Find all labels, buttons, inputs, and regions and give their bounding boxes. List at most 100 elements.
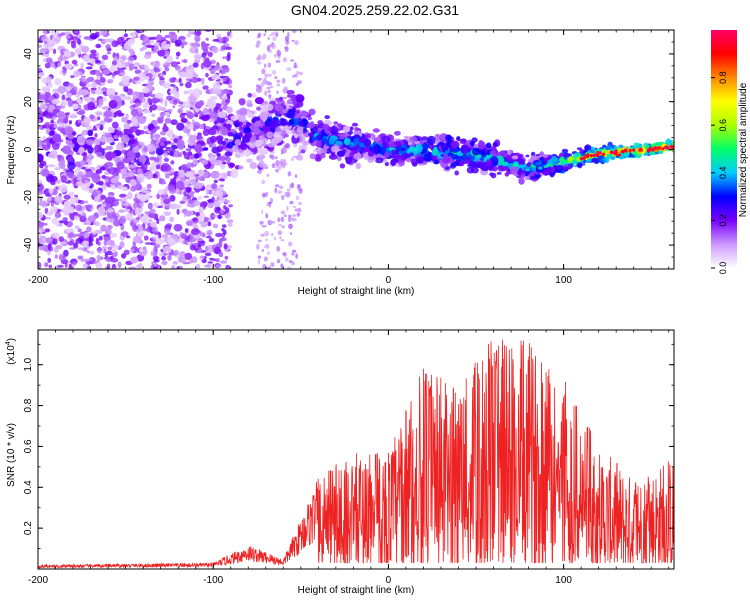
- heatmap-cell: [146, 183, 152, 190]
- heatmap-cell: [191, 228, 200, 236]
- heatmap-cell: [211, 146, 220, 154]
- heatmap-cell: [183, 58, 188, 64]
- heatmap-cell: [111, 40, 119, 48]
- heatmap-cell: [163, 111, 171, 116]
- heatmap-cell: [86, 124, 92, 130]
- heatmap-cell: [119, 241, 125, 249]
- heatmap-cell: [185, 210, 192, 217]
- heatmap-cell: [88, 235, 93, 243]
- heatmap-cell: [343, 137, 351, 146]
- heatmap-cell: [456, 136, 461, 142]
- heatmap-cell: [77, 228, 82, 233]
- heatmap-cell: [286, 205, 289, 211]
- heatmap-cell: [151, 113, 156, 118]
- heatmap-cell: [194, 58, 201, 64]
- heatmap-cell: [38, 244, 46, 251]
- heatmap-cell: [165, 231, 172, 236]
- heatmap-cell: [209, 95, 218, 101]
- heatmap-cell: [189, 193, 194, 198]
- heatmap-cell: [470, 167, 479, 174]
- heatmap-cell: [105, 145, 113, 151]
- heatmap-cell: [212, 82, 221, 90]
- heatmap-cell: [128, 266, 137, 269]
- heatmap-cell: [166, 108, 173, 112]
- heatmap-cell: [106, 208, 114, 213]
- heatmap-cell: [173, 249, 180, 255]
- heatmap-cell: [56, 224, 63, 227]
- y-tick-label: 20: [23, 96, 34, 108]
- heatmap-cell: [230, 115, 239, 121]
- heatmap-cell: [80, 62, 84, 70]
- heatmap-cell: [136, 173, 145, 183]
- heatmap-cell: [149, 208, 156, 214]
- heatmap-cell: [100, 194, 107, 200]
- heatmap-cell: [232, 145, 239, 153]
- heatmap-cell: [45, 76, 53, 82]
- heatmap-cell: [273, 137, 282, 144]
- heatmap-cell: [242, 134, 251, 143]
- heatmap-cell: [275, 184, 280, 188]
- heatmap-cell: [101, 175, 107, 179]
- heatmap-cell: [227, 31, 231, 37]
- heatmap-cell: [264, 63, 267, 69]
- heatmap-cell: [44, 216, 52, 220]
- heatmap-cell: [80, 75, 86, 78]
- heatmap-cell: [133, 76, 140, 81]
- heatmap-cell: [175, 180, 185, 190]
- heatmap-cell: [256, 40, 261, 45]
- heatmap-cell: [169, 151, 174, 157]
- heatmap-cell: [657, 146, 661, 150]
- heatmap-cell: [296, 126, 304, 134]
- heatmap-cell: [191, 218, 198, 222]
- heatmap-cell: [66, 227, 73, 234]
- heatmap-cell: [290, 94, 298, 102]
- heatmap-cell: [226, 219, 234, 224]
- heatmap-cell: [408, 152, 414, 157]
- heatmap-cell: [159, 77, 165, 80]
- heatmap-cell: [467, 168, 472, 174]
- heatmap-cell: [128, 164, 136, 169]
- heatmap-cell: [41, 86, 50, 93]
- heatmap-cell: [298, 71, 303, 76]
- heatmap-cell: [262, 53, 267, 59]
- heatmap-cell: [95, 229, 103, 234]
- heatmap-cell: [98, 98, 104, 105]
- heatmap-cell: [269, 197, 273, 204]
- heatmap-cell: [152, 202, 159, 208]
- heatmap-cell: [651, 148, 655, 152]
- heatmap-cell: [192, 42, 200, 48]
- heatmap-cell: [358, 137, 365, 143]
- heatmap-cell: [365, 134, 372, 139]
- heatmap-cell: [89, 114, 95, 120]
- heatmap-cell: [87, 129, 94, 137]
- heatmap-cell: [157, 50, 166, 57]
- heatmap-cell: [142, 103, 149, 109]
- heatmap-cell: [491, 151, 498, 158]
- heatmap-cell: [269, 34, 273, 37]
- heatmap-cell: [196, 77, 202, 82]
- heatmap-cell: [275, 32, 279, 37]
- heatmap-cell: [210, 135, 217, 143]
- heatmap-cell: [275, 160, 280, 166]
- heatmap-cell: [186, 220, 193, 227]
- heatmap-cell: [155, 147, 164, 156]
- heatmap-cell: [123, 249, 130, 255]
- heatmap-cell: [143, 54, 152, 59]
- heatmap-cell: [267, 201, 273, 204]
- heatmap-cell: [281, 210, 286, 215]
- heatmap-cell: [48, 153, 55, 158]
- heatmap-cell: [587, 150, 592, 154]
- heatmap-cell: [122, 203, 128, 207]
- heatmap-cell: [58, 220, 66, 224]
- heatmap-cell: [409, 136, 418, 142]
- heatmap-cell: [216, 123, 223, 127]
- heatmap-cell: [320, 148, 328, 153]
- heatmap-cell: [202, 85, 209, 90]
- heatmap-cell: [423, 153, 433, 162]
- heatmap-cell: [216, 103, 222, 108]
- heatmap-cell: [138, 202, 144, 208]
- heatmap-cell: [374, 137, 380, 143]
- y-tick-label: 0.6: [23, 439, 34, 453]
- heatmap-cell: [133, 62, 141, 67]
- heatmap-cell: [297, 152, 302, 156]
